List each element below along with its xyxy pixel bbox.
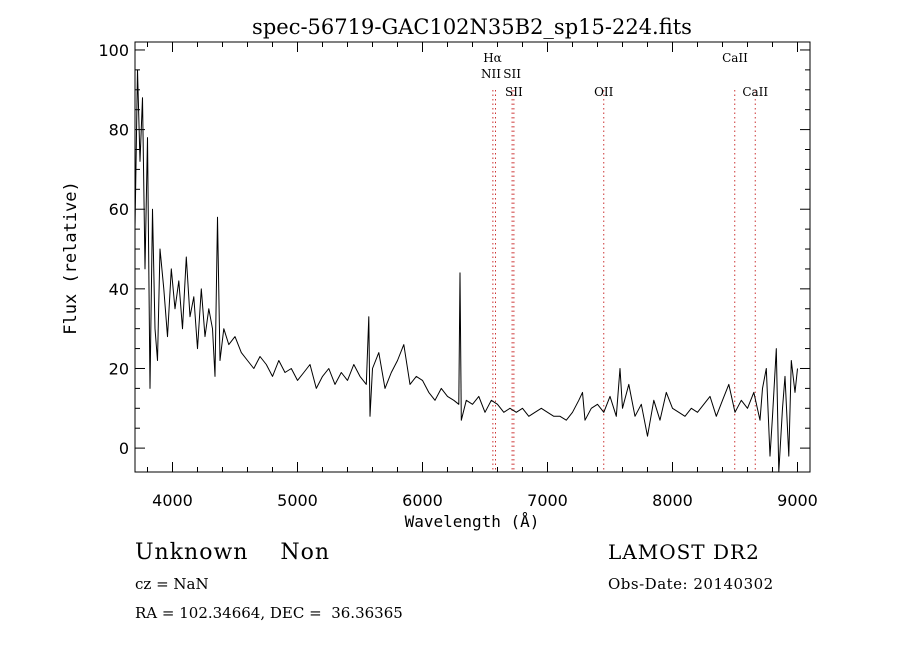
spectrum-line-1 (134, 69, 798, 473)
x-tick-label-6000: 6000 (402, 491, 443, 510)
coordinates: RA = 102.34664, DEC = 36.36365 (135, 604, 403, 622)
line-label-7: CaII (742, 85, 768, 99)
line-label-6: CaII (722, 51, 748, 65)
spectrum-series (134, 69, 798, 473)
y-axis: 0 20 40 60 80 100 (98, 41, 810, 458)
x-axis: 4000 5000 6000 7000 8000 9000 (147, 42, 818, 510)
object-class: Unknown Non (135, 540, 331, 565)
x-axis-label: Wavelength (Å) (405, 512, 540, 531)
y-tick-label-20: 20 (109, 359, 129, 378)
x-tick-label-8000: 8000 (652, 491, 693, 510)
line-label-4: SII (505, 85, 523, 99)
y-axis-label: Flux (relative) (61, 181, 81, 335)
line-label-1: Hα (483, 51, 502, 65)
obs-date: Obs-Date: 20140302 (608, 575, 774, 593)
x-tick-label-7000: 7000 (527, 491, 568, 510)
x-tick-label-4000: 4000 (152, 491, 193, 510)
reference-lines (492, 90, 756, 472)
line-label-3: SII (503, 67, 521, 81)
y-tick-label-60: 60 (109, 200, 129, 219)
line-label-5: OII (594, 85, 614, 99)
survey-name: LAMOST DR2 (608, 540, 760, 564)
chart-title: spec-56719-GAC102N35B2_sp15-224.fits (252, 15, 692, 39)
x-tick-label-5000: 5000 (277, 491, 318, 510)
line-label-2: NII (481, 67, 501, 81)
y-tick-label-0: 0 (119, 439, 129, 458)
redshift-value: cz = NaN (135, 575, 209, 593)
x-tick-label-9000: 9000 (777, 491, 818, 510)
y-tick-label-40: 40 (109, 280, 129, 299)
spectrum-chart: spec-56719-GAC102N35B2_sp15-224.fits Hα N… (61, 15, 818, 531)
y-tick-label-80: 80 (109, 121, 129, 140)
y-tick-label-100: 100 (98, 41, 129, 60)
plot-frame (134, 41, 811, 473)
